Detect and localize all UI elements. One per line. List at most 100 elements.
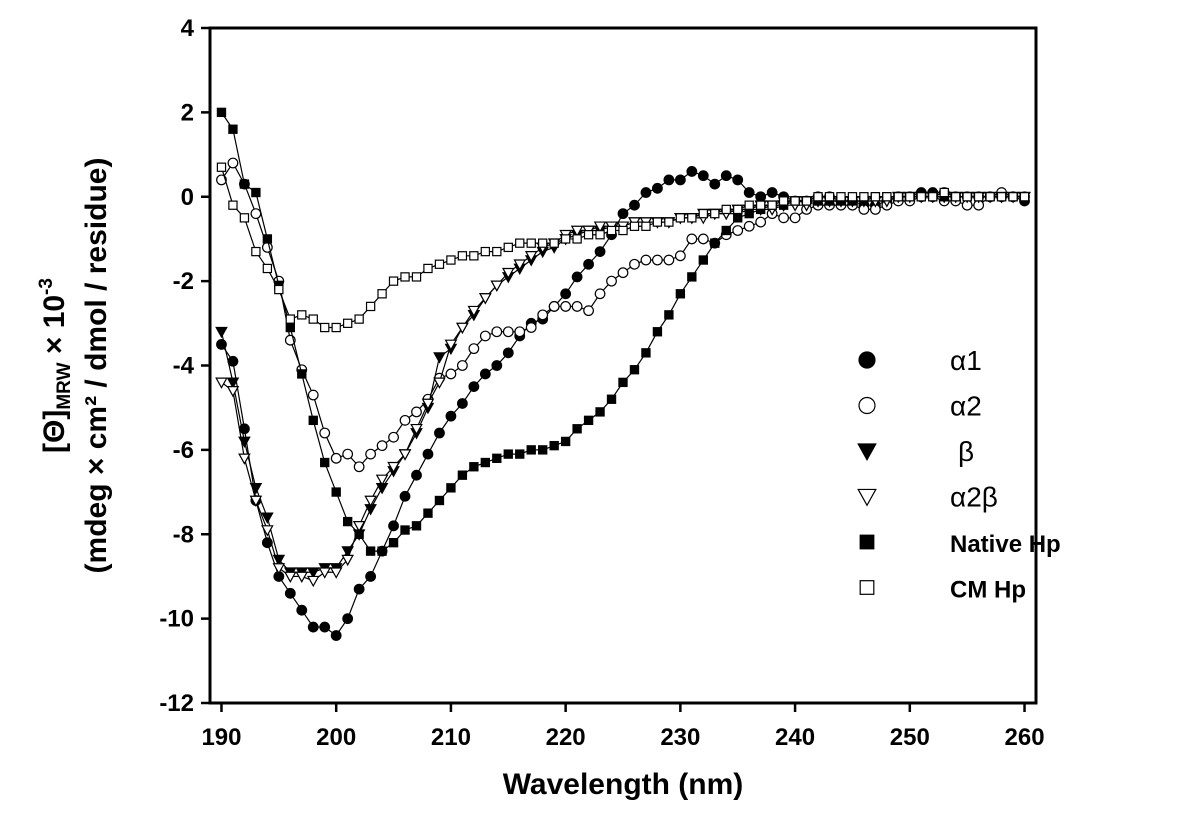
data-point	[571, 271, 583, 283]
data-point	[710, 238, 720, 248]
data-point	[583, 305, 594, 317]
data-point	[249, 495, 263, 508]
data-point	[664, 217, 674, 227]
series-line	[220, 167, 1025, 329]
series-line	[220, 112, 1025, 552]
data-point	[238, 453, 251, 465]
data-point	[526, 238, 536, 248]
data-point	[572, 234, 582, 244]
data-point	[306, 567, 320, 579]
data-point	[342, 516, 353, 527]
data-point	[284, 571, 297, 583]
y-tick-label: -10	[159, 606, 194, 633]
data-point	[663, 174, 675, 186]
data-point	[434, 495, 445, 506]
data-point	[1019, 192, 1030, 202]
data-point	[388, 276, 399, 286]
data-point	[973, 192, 984, 202]
data-point	[444, 339, 458, 351]
data-point	[698, 208, 708, 219]
data-point	[239, 179, 250, 189]
data-point	[331, 487, 341, 497]
legend-label: α2β	[950, 482, 998, 513]
data-point	[216, 107, 227, 118]
data-point	[445, 368, 457, 380]
data-point	[434, 259, 445, 269]
data-point	[514, 326, 526, 338]
data-point	[593, 221, 607, 233]
data-point	[342, 318, 353, 328]
data-point	[617, 267, 629, 279]
data-point	[216, 174, 227, 186]
y-tick-label: -2	[173, 268, 194, 295]
data-point	[606, 394, 617, 404]
data-point	[377, 289, 387, 299]
data-point	[537, 309, 549, 321]
data-point	[456, 360, 468, 371]
data-point	[215, 326, 228, 339]
data-point	[284, 587, 296, 599]
data-point	[491, 360, 503, 371]
y-tick-label: -6	[173, 437, 194, 464]
data-point	[330, 630, 342, 641]
data-point	[618, 377, 628, 388]
data-point	[272, 563, 286, 575]
data-point	[652, 217, 663, 227]
data-point	[320, 322, 330, 333]
x-tick-label: 220	[546, 724, 586, 751]
y-axis-title-prefix: [Θ]	[38, 410, 71, 453]
x-tick-label: 260	[1005, 724, 1045, 751]
data-point	[538, 445, 548, 455]
data-point	[641, 348, 651, 358]
data-point	[721, 225, 731, 236]
data-point	[720, 170, 732, 182]
legend-label: α1	[950, 345, 982, 376]
data-point	[227, 157, 239, 169]
y-tick-label: -8	[173, 521, 194, 548]
x-tick-label: 230	[660, 724, 700, 751]
x-tick-label: 250	[890, 724, 930, 751]
data-point	[652, 327, 663, 337]
data-point	[308, 314, 318, 324]
series-3	[215, 191, 1031, 588]
data-point	[916, 192, 926, 202]
data-point	[388, 520, 399, 532]
data-point	[789, 212, 801, 224]
data-point	[353, 583, 365, 595]
data-point	[411, 469, 422, 481]
data-point	[479, 330, 491, 342]
data-point	[388, 431, 399, 443]
data-point	[215, 377, 228, 389]
data-point	[813, 192, 823, 202]
data-point	[318, 567, 332, 579]
data-point	[331, 322, 341, 333]
data-point	[985, 192, 995, 202]
data-point	[743, 187, 755, 198]
data-point	[228, 124, 238, 134]
data-point	[400, 272, 410, 282]
legend-label: Native Hp	[950, 531, 1061, 558]
data-point	[467, 305, 481, 318]
data-point	[399, 414, 411, 426]
data-point	[732, 225, 744, 236]
x-tick-label: 240	[775, 724, 815, 751]
data-point	[479, 368, 491, 380]
data-point	[354, 314, 364, 324]
data-point	[226, 377, 240, 389]
data-point	[755, 200, 766, 210]
y-tick-label: -4	[173, 353, 195, 380]
data-point	[285, 314, 295, 324]
data-point	[365, 301, 376, 312]
data-point	[329, 567, 343, 579]
data-point	[594, 288, 606, 300]
data-point	[399, 490, 411, 502]
data-point	[457, 251, 468, 261]
data-point	[928, 192, 938, 202]
series-5	[216, 162, 1030, 333]
data-point	[996, 192, 1007, 202]
data-point	[664, 310, 674, 320]
data-point	[342, 448, 354, 460]
data-point	[526, 445, 536, 455]
data-point	[480, 457, 491, 468]
y-tick-label: -12	[159, 690, 194, 717]
